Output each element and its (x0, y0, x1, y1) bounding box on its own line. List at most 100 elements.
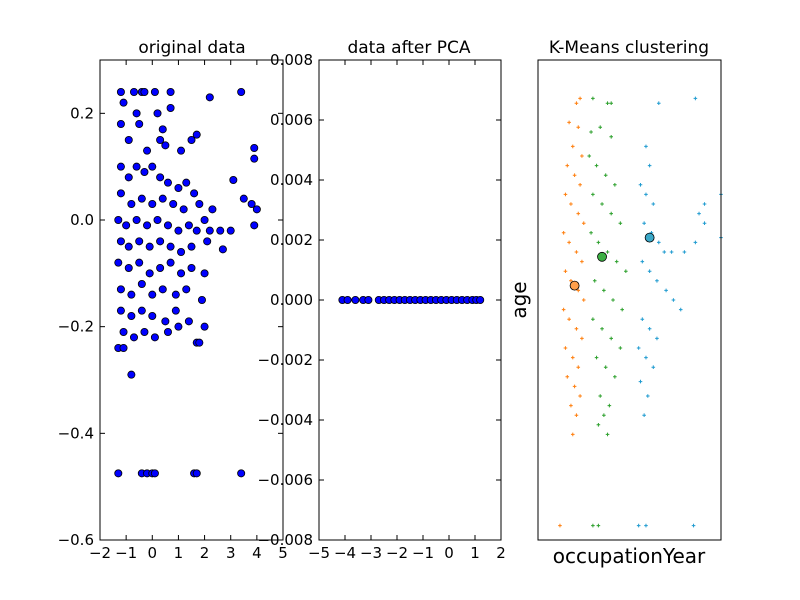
p1-xtick-label: 0 (444, 544, 454, 562)
data-point (114, 215, 123, 224)
p1-ytick-label: 0.006 (270, 111, 313, 129)
data-point (161, 141, 170, 150)
panel-original-data: original data −2 −1 0 1 2 3 4 5 −0.6 −0.4 −0.2 0.0 0… (58, 38, 288, 562)
cluster-1-point (591, 523, 595, 528)
cluster-2-point (642, 413, 646, 417)
p0-ytick-label: −0.4 (58, 424, 94, 442)
p1-xtick-label: −4 (334, 544, 356, 562)
data-point (127, 290, 136, 299)
cluster-1-point (594, 355, 599, 360)
data-point (187, 263, 196, 272)
cluster-1-point (589, 231, 593, 235)
cluster-0-point (567, 240, 571, 245)
data-point (200, 215, 209, 224)
data-point (174, 183, 183, 192)
cluster-2-point (644, 192, 648, 197)
cluster-1-point (598, 394, 603, 398)
data-point (140, 88, 149, 97)
cluster-2-point (638, 379, 643, 384)
data-point (156, 263, 165, 272)
cluster-1-point (591, 96, 595, 101)
centroid-0 (569, 280, 580, 291)
data-point (116, 162, 125, 171)
cluster-1-point (594, 163, 599, 168)
cluster-1-point (620, 307, 624, 312)
cluster-1-point (596, 240, 601, 245)
cluster-0-point (574, 413, 579, 417)
data-point (119, 343, 128, 352)
cluster-0-point (574, 327, 579, 331)
cluster-1-point (605, 250, 610, 254)
cluster-0-point (569, 202, 573, 206)
cluster-2-point (640, 259, 645, 264)
data-point (124, 135, 133, 144)
cluster-2-point (647, 163, 652, 168)
title-kmeans-clustering: K-Means clustering (549, 38, 709, 58)
p1-xtick-label: 2 (496, 544, 506, 562)
data-point (116, 88, 125, 97)
data-point (195, 199, 204, 208)
cluster-2-point (647, 269, 652, 273)
data-point (229, 175, 238, 184)
data-point (343, 295, 352, 304)
data-point (187, 242, 196, 251)
data-point (150, 88, 159, 97)
data-point (156, 135, 165, 144)
cluster-1-point (605, 101, 610, 105)
data-point (137, 306, 146, 315)
cluster-0-point (558, 523, 562, 528)
data-point (187, 135, 196, 144)
data-point (203, 237, 212, 246)
data-point (237, 88, 246, 97)
cluster-1-point (602, 288, 606, 293)
data-point (140, 327, 149, 336)
cluster-1-point (600, 327, 604, 331)
p1-ytick-label: 0.004 (270, 171, 313, 189)
data-point (171, 290, 180, 299)
data-point (124, 173, 133, 182)
p0-xtick-label: −1 (115, 544, 137, 562)
data-point (226, 226, 235, 235)
cluster-0-point (576, 288, 581, 293)
cluster-1-point (605, 432, 610, 437)
cluster-0-point (563, 192, 568, 197)
cluster-2-point (691, 523, 696, 528)
cluster-2-point (656, 101, 661, 105)
cluster-0-point (567, 317, 571, 321)
p1-xtick-label: −2 (386, 544, 408, 562)
data-point (163, 178, 172, 187)
p0-xtick-label: 3 (226, 544, 236, 562)
cluster-2-point (697, 211, 701, 216)
data-point (150, 333, 159, 342)
cluster-0-point (574, 101, 579, 105)
data-point (177, 269, 186, 278)
p1-ytick-label: −0.006 (257, 471, 313, 489)
data-point (143, 221, 152, 230)
data-point (140, 167, 149, 176)
data-point (158, 194, 167, 203)
data-point (179, 205, 188, 214)
cluster-0-point (567, 120, 571, 125)
data-point (127, 311, 136, 320)
data-point (158, 285, 167, 294)
data-point (161, 317, 170, 326)
data-point (192, 469, 201, 478)
data-point (163, 221, 172, 230)
data-point (148, 290, 157, 299)
data-point (132, 162, 141, 171)
cluster-1-point (591, 192, 595, 197)
data-point (156, 173, 165, 182)
data-point (158, 125, 167, 134)
title-original-data: original data (138, 38, 245, 58)
data-point (127, 370, 136, 379)
cluster-0-point (565, 163, 570, 168)
cluster-1-point (609, 211, 613, 216)
cluster-1-point (607, 403, 612, 408)
data-point (169, 199, 178, 208)
data-point (163, 327, 172, 336)
data-point (129, 88, 138, 97)
cluster-1-point (591, 317, 595, 321)
data-point (124, 242, 133, 251)
data-point (114, 469, 123, 478)
